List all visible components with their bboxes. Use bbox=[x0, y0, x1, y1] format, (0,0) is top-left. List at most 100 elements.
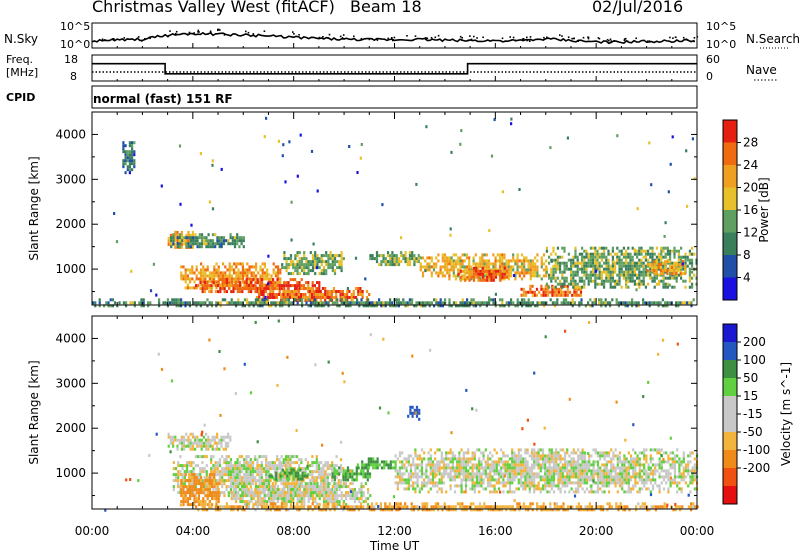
power-cell bbox=[644, 285, 647, 289]
power-cell bbox=[693, 273, 696, 277]
beam-title: Beam 18 bbox=[350, 0, 422, 16]
velocity-cell bbox=[414, 463, 417, 467]
velocity-cell bbox=[429, 487, 432, 491]
power-cell bbox=[386, 251, 390, 255]
power-cell bbox=[222, 274, 225, 278]
velocity-cell bbox=[405, 478, 408, 482]
velocity-cell bbox=[409, 484, 413, 488]
velocity-cell bbox=[172, 444, 175, 448]
power-cell bbox=[254, 284, 257, 288]
velocity-cell bbox=[258, 488, 261, 492]
power-cell bbox=[627, 279, 630, 283]
velocity-cell bbox=[224, 441, 227, 445]
power-cell bbox=[220, 242, 223, 246]
power-cell bbox=[487, 259, 491, 263]
velocity-cell bbox=[248, 491, 251, 495]
velocity-cell bbox=[199, 473, 202, 477]
velocity-cell bbox=[380, 466, 384, 470]
power-cell bbox=[322, 269, 326, 273]
velocity-cell bbox=[537, 460, 540, 464]
power-cell bbox=[278, 290, 281, 294]
velocity-cell bbox=[263, 491, 266, 495]
power-cell bbox=[318, 301, 321, 305]
power-cell bbox=[203, 236, 206, 240]
velocity-cell bbox=[533, 481, 536, 485]
power-cell bbox=[668, 301, 671, 305]
velocity-cell bbox=[434, 472, 437, 476]
power-cell bbox=[662, 279, 665, 283]
velocity-cell bbox=[464, 478, 468, 482]
velocity-cell bbox=[469, 472, 472, 476]
velocity-cell bbox=[224, 444, 227, 448]
velocity-cell bbox=[238, 479, 241, 483]
power-cell bbox=[252, 265, 255, 269]
velocity-cell bbox=[182, 503, 185, 507]
power-cell bbox=[520, 259, 524, 263]
power-cell bbox=[185, 245, 188, 249]
velocity-cell bbox=[180, 488, 183, 492]
velocity-cell bbox=[366, 478, 369, 482]
velocity-cell bbox=[240, 467, 244, 471]
power-cell bbox=[361, 293, 364, 296]
power-cell bbox=[565, 301, 568, 305]
power-cell bbox=[691, 282, 694, 286]
power-cell bbox=[454, 274, 458, 278]
velocity-cell bbox=[423, 472, 426, 476]
power-cell bbox=[457, 259, 460, 263]
velocity-cell bbox=[389, 463, 392, 467]
power-cell bbox=[214, 233, 217, 237]
power-cell bbox=[289, 278, 292, 282]
velocity-cell bbox=[313, 479, 316, 483]
velocity-cell bbox=[331, 500, 334, 504]
power-cell bbox=[364, 304, 367, 308]
power-cell bbox=[644, 249, 647, 253]
velocity-cell bbox=[528, 475, 531, 479]
power-cell bbox=[308, 293, 311, 296]
power-cell bbox=[579, 287, 583, 291]
velocity-cell bbox=[493, 460, 496, 464]
power-cell bbox=[490, 262, 493, 266]
power-cell bbox=[371, 254, 374, 258]
velocity-cell bbox=[285, 491, 288, 495]
velocity-cell bbox=[416, 484, 419, 488]
power-cell bbox=[614, 267, 617, 271]
velocity-cell bbox=[227, 444, 230, 448]
power-cell bbox=[362, 304, 365, 308]
power-cell bbox=[216, 242, 219, 246]
velocity-cell bbox=[225, 455, 228, 459]
power-cell bbox=[616, 258, 619, 262]
power-cell bbox=[472, 256, 475, 260]
power-cell bbox=[679, 266, 682, 270]
velocity-cell bbox=[200, 500, 203, 504]
velocity-cell bbox=[526, 448, 529, 452]
power-cell bbox=[360, 143, 363, 146]
power-cell bbox=[395, 254, 398, 258]
power-cell bbox=[166, 298, 169, 302]
power-cell bbox=[677, 252, 680, 256]
velocity-cell bbox=[484, 475, 487, 479]
power-cell bbox=[320, 301, 323, 305]
velocity-cell bbox=[497, 481, 501, 485]
velocity-cell bbox=[464, 466, 468, 470]
power-cell bbox=[175, 304, 178, 308]
power-cell bbox=[282, 293, 285, 296]
power-cell bbox=[271, 293, 274, 296]
power-cell bbox=[512, 301, 515, 305]
velocity-cell bbox=[254, 482, 257, 486]
velocity-cell bbox=[517, 469, 520, 473]
power-cell bbox=[294, 269, 297, 273]
power-cell bbox=[241, 265, 244, 269]
velocity-cell bbox=[317, 473, 321, 477]
power-cell bbox=[498, 265, 502, 269]
velocity-cell bbox=[425, 484, 428, 488]
power-cell bbox=[483, 301, 486, 305]
power-cell bbox=[308, 290, 311, 293]
velocity-cell bbox=[427, 460, 430, 464]
power-cell bbox=[549, 298, 552, 302]
velocity-cell bbox=[290, 468, 293, 472]
power-cell bbox=[252, 278, 255, 282]
velocity-cell bbox=[290, 500, 293, 504]
power-cell bbox=[536, 274, 539, 278]
velocity-cell bbox=[398, 475, 402, 479]
velocity-cell bbox=[555, 451, 558, 455]
